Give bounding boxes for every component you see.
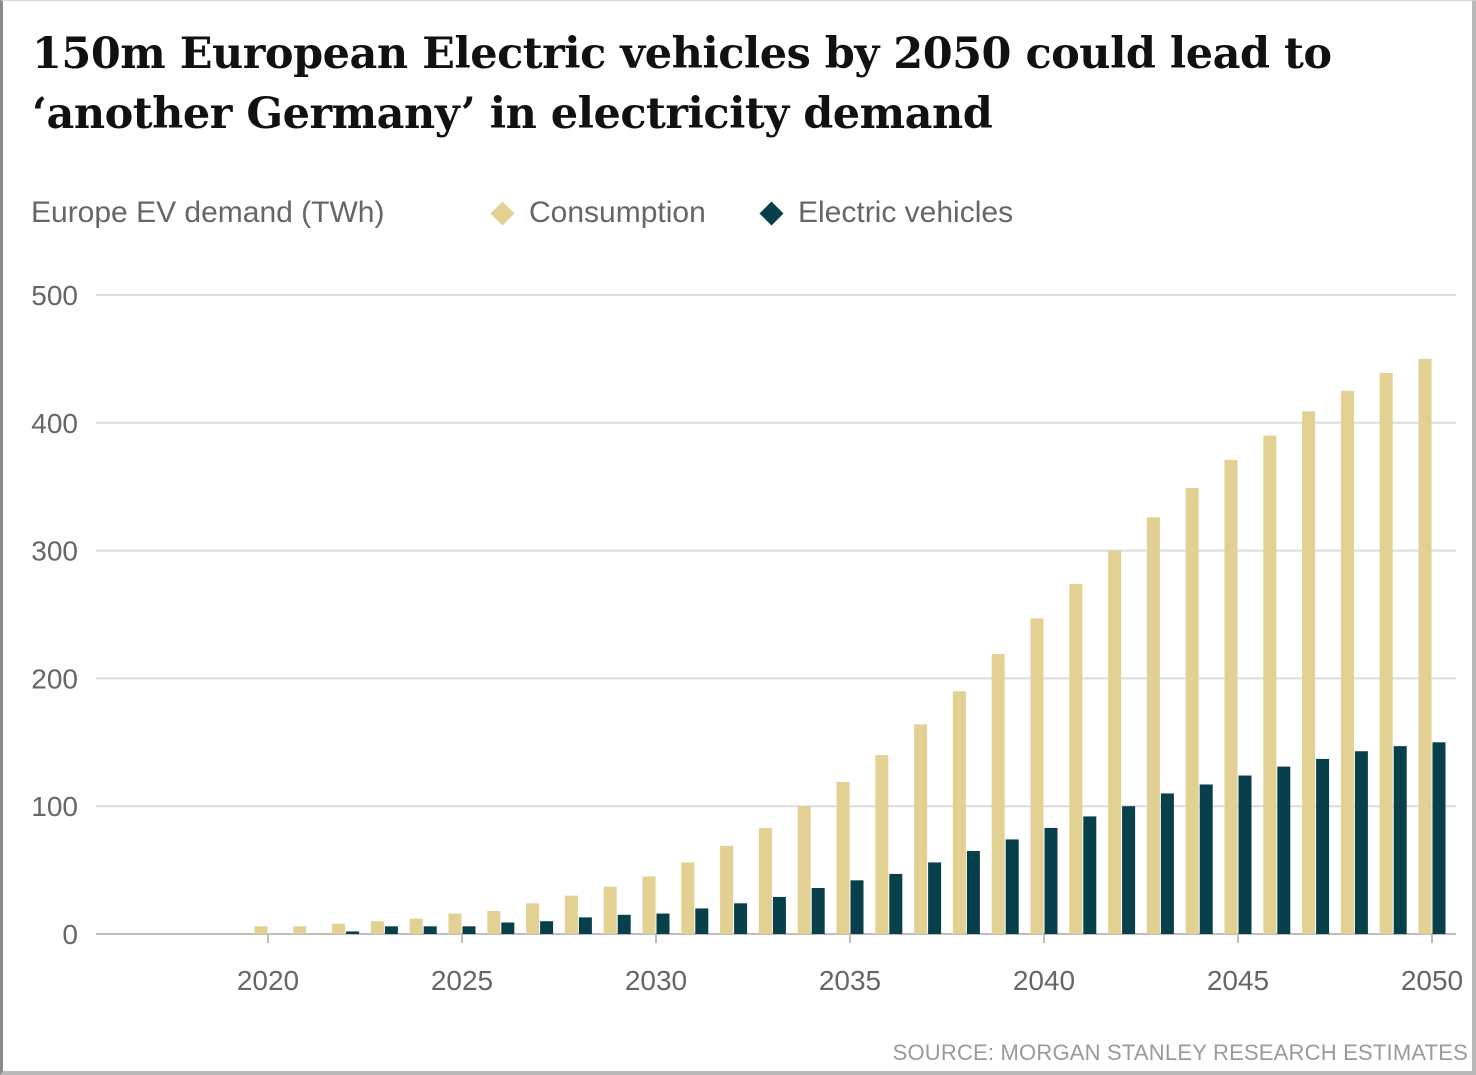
bar-consumption-2043 xyxy=(1146,517,1160,934)
bar-consumption-2035 xyxy=(836,781,850,934)
y-tick-label-0: 0 xyxy=(62,919,78,950)
bar-consumption-2045 xyxy=(1224,459,1238,934)
y-tick-label-400: 400 xyxy=(31,408,78,439)
bar-consumption-2047 xyxy=(1302,411,1316,935)
bar-consumption-2033 xyxy=(758,827,772,934)
bar-electric-vehicles-2043 xyxy=(1160,793,1174,934)
x-tick-label-2050: 2050 xyxy=(1401,965,1463,996)
y-tick-label-100: 100 xyxy=(31,791,78,822)
bar-electric-vehicles-2032 xyxy=(734,903,748,934)
x-tick-label-2035: 2035 xyxy=(819,965,881,996)
bar-consumption-2044 xyxy=(1185,487,1199,934)
chart-title: 150m European Electric vehicles by 2050 … xyxy=(32,24,1432,144)
bar-electric-vehicles-2041 xyxy=(1083,816,1097,934)
y-tick-label-500: 500 xyxy=(31,280,78,311)
x-tick-label-2025: 2025 xyxy=(431,965,493,996)
bar-consumption-2042 xyxy=(1108,550,1122,934)
bar-consumption-2021 xyxy=(293,926,307,934)
legend-electric-vehicles-label: Electric vehicles xyxy=(798,196,1014,229)
bar-consumption-2034 xyxy=(797,806,811,934)
bar-consumption-2038 xyxy=(952,691,966,934)
bar-consumption-2022 xyxy=(332,923,346,934)
bar-electric-vehicles-2046 xyxy=(1277,766,1291,934)
bar-consumption-2020 xyxy=(254,926,268,934)
bar-electric-vehicles-2038 xyxy=(966,850,980,934)
bar-electric-vehicles-2027 xyxy=(540,921,554,934)
bar-electric-vehicles-2048 xyxy=(1354,751,1368,934)
bar-electric-vehicles-2045 xyxy=(1238,775,1252,934)
bar-electric-vehicles-2050 xyxy=(1432,742,1446,934)
y-tick-label-200: 200 xyxy=(31,663,78,694)
x-tick-label-2020: 2020 xyxy=(237,965,299,996)
bar-electric-vehicles-2029 xyxy=(617,914,631,934)
x-tick-label-2040: 2040 xyxy=(1013,965,1075,996)
bar-consumption-2029 xyxy=(603,886,617,934)
bar-electric-vehicles-2034 xyxy=(811,887,825,934)
bar-consumption-2026 xyxy=(487,910,501,934)
legend-electric-vehicles: Electric vehicles xyxy=(759,196,1014,230)
bar-electric-vehicles-2037 xyxy=(928,862,942,934)
bar-consumption-2032 xyxy=(720,845,734,934)
x-tick-label-2030: 2030 xyxy=(625,965,687,996)
bar-consumption-2031 xyxy=(681,862,695,934)
source-note: SOURCE: MORGAN STANLEY RESEARCH ESTIMATE… xyxy=(892,1040,1468,1065)
bar-electric-vehicles-2031 xyxy=(695,908,709,934)
legend-consumption: Consumption xyxy=(490,196,706,230)
bar-electric-vehicles-2028 xyxy=(578,917,592,934)
legend-consumption-label: Consumption xyxy=(529,196,706,229)
bar-electric-vehicles-2039 xyxy=(1005,839,1019,934)
bar-electric-vehicles-2025 xyxy=(462,926,476,934)
chart-title-line-1: 150m European Electric vehicles by 2050 … xyxy=(32,29,1332,79)
bar-electric-vehicles-2026 xyxy=(501,922,515,934)
y-axis-label: Europe EV demand (TWh) xyxy=(31,196,385,229)
bar-electric-vehicles-2030 xyxy=(656,913,670,934)
bar-consumption-2025 xyxy=(448,913,462,934)
chart-title-line-2: ‘another Germany’ in electricity demand xyxy=(32,89,993,139)
bar-electric-vehicles-2040 xyxy=(1044,827,1058,934)
bar-consumption-2030 xyxy=(642,876,656,934)
bar-electric-vehicles-2033 xyxy=(772,896,786,934)
bar-electric-vehicles-2044 xyxy=(1199,784,1213,934)
bar-electric-vehicles-2035 xyxy=(850,880,864,934)
bar-consumption-2040 xyxy=(1030,618,1044,934)
bar-electric-vehicles-2047 xyxy=(1316,758,1330,934)
bar-consumption-2037 xyxy=(914,724,928,934)
bar-consumption-2027 xyxy=(526,903,540,934)
bar-consumption-2028 xyxy=(564,895,578,934)
x-tick-label-2045: 2045 xyxy=(1207,965,1269,996)
bar-consumption-2023 xyxy=(370,921,384,934)
bar-consumption-2046 xyxy=(1263,435,1277,934)
bar-consumption-2050 xyxy=(1418,358,1432,934)
y-tick-label-300: 300 xyxy=(31,536,78,567)
bar-electric-vehicles-2024 xyxy=(423,926,437,934)
bar-electric-vehicles-2022 xyxy=(346,931,360,934)
bar-consumption-2048 xyxy=(1340,390,1354,935)
bar-consumption-2036 xyxy=(875,755,889,934)
bar-consumption-2041 xyxy=(1069,583,1083,934)
bar-electric-vehicles-2049 xyxy=(1393,746,1407,934)
bar-electric-vehicles-2042 xyxy=(1122,806,1136,934)
bar-consumption-2049 xyxy=(1379,372,1393,934)
bar-electric-vehicles-2023 xyxy=(384,926,398,934)
bar-consumption-2039 xyxy=(991,654,1005,934)
bar-consumption-2024 xyxy=(409,918,423,934)
bar-electric-vehicles-2036 xyxy=(889,873,903,934)
